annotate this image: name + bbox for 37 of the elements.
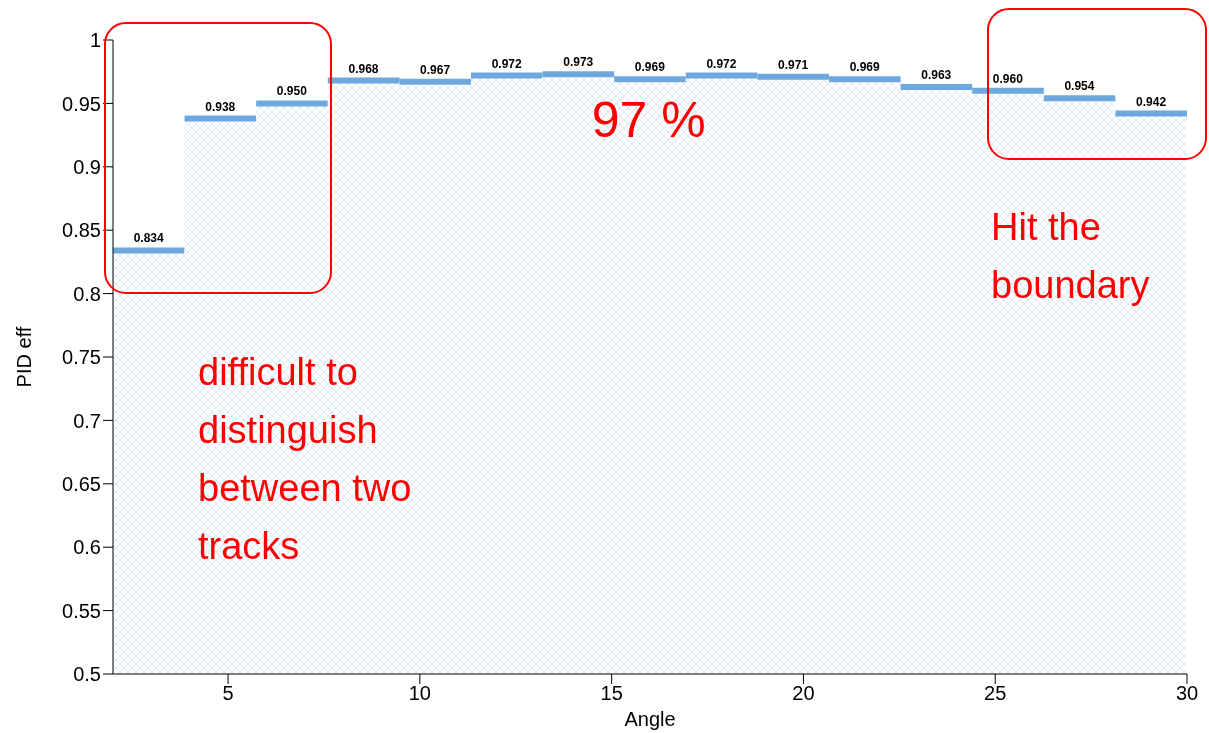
data-label: 0.960 (992, 71, 1024, 86)
data-label: 0.938 (205, 99, 236, 114)
data-label: 0.963 (921, 67, 952, 82)
y-tick-label: 0.6 (73, 536, 101, 559)
annotation: 97 % (591, 91, 707, 151)
data-label: 0.942 (1136, 94, 1167, 109)
x-tick-label: 10 (408, 682, 431, 705)
y-tick-label: 0.85 (62, 219, 101, 242)
data-label: 0.967 (420, 62, 451, 77)
y-axis-title: PID eff (13, 326, 36, 388)
data-label: 0.972 (706, 56, 737, 71)
annotation: Hit the boundary (991, 205, 1151, 308)
y-tick-label: 0.95 (62, 92, 101, 115)
data-label: 0.971 (778, 57, 809, 72)
y-tick-label: 0.8 (73, 282, 101, 305)
annotation: difficult to distinguish between two tracks (198, 350, 413, 569)
y-tick-label: 1 (89, 29, 101, 52)
data-label: 0.834 (133, 231, 165, 246)
y-tick-label: 0.7 (73, 409, 101, 432)
data-label: 0.954 (1064, 79, 1095, 94)
y-tick-label: 0.5 (73, 663, 101, 686)
x-tick-label: 20 (792, 682, 815, 705)
y-tick-label: 0.55 (62, 599, 101, 622)
x-tick-label: 5 (222, 682, 234, 705)
data-label: 0.969 (634, 60, 666, 75)
y-tick-label: 0.75 (62, 346, 101, 369)
data-label: 0.973 (563, 55, 594, 70)
x-tick-label: 15 (600, 682, 623, 705)
y-tick-label: 0.9 (73, 155, 101, 178)
x-axis-title: Angle (624, 708, 676, 730)
data-label: 0.950 (276, 84, 308, 99)
y-tick-label: 0.65 (62, 472, 101, 495)
data-label: 0.969 (849, 60, 880, 75)
data-label: 0.968 (348, 61, 379, 76)
x-tick-label: 25 (984, 682, 1007, 705)
x-tick-label: 30 (1175, 682, 1199, 705)
data-label: 0.972 (491, 56, 522, 71)
